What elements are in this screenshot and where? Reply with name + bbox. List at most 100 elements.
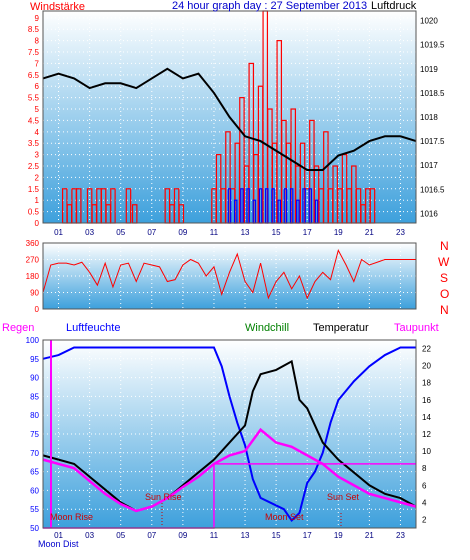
pressure-tick-label: 1016: [420, 209, 438, 218]
wind-tick-label: 6: [35, 82, 40, 91]
direction-tick-label: 90: [30, 289, 39, 298]
direction-tick-label: 360: [26, 239, 40, 248]
direction-tick-label: 180: [26, 272, 40, 281]
top-plot-border: [42, 10, 417, 224]
temperature-tick-label: 4: [422, 498, 427, 507]
wind-tick-label: 7.5: [28, 48, 40, 57]
hour-tick-label: 21: [365, 228, 374, 237]
hour-tick-label: 23: [396, 228, 405, 237]
wind-tick-label: 0: [35, 219, 40, 228]
hour-tick-label: 09: [178, 531, 187, 540]
direction-tick-label: 270: [26, 256, 40, 265]
pressure-tick-label: 1016.5: [420, 185, 445, 194]
sun-set-label: Sun Set: [327, 492, 360, 502]
moon-set-label: Moon Set: [265, 512, 304, 522]
temperature-label: Temperatur: [313, 322, 369, 334]
humidity-tick-label: 95: [30, 355, 39, 364]
hour-tick-label: 15: [272, 531, 281, 540]
hour-tick-label: 05: [116, 228, 125, 237]
humidity-tick-label: 100: [26, 336, 40, 345]
hour-tick-label: 11: [210, 531, 219, 540]
bottom-plot-area: [43, 340, 416, 528]
hour-tick-label: 07: [147, 228, 156, 237]
wind-tick-label: 1: [35, 196, 40, 205]
dewpoint-line: [42, 427, 417, 513]
humidity-tick-label: 90: [30, 374, 39, 383]
humidity-tick-label: 50: [30, 524, 39, 533]
hour-tick-label: 09: [178, 228, 187, 237]
pressure-label: Luftdruck: [371, 0, 417, 12]
hour-tick-label: 23: [396, 531, 405, 540]
humidity-label: Luftfeuchte: [66, 322, 120, 334]
moon-rise-label: Moon Rise: [50, 512, 93, 522]
pressure-tick-label: 1018.5: [420, 89, 445, 98]
hour-tick-label: 17: [303, 228, 312, 237]
moon-dist-label: Moon Dist: [38, 539, 79, 549]
wind-tick-label: 6.5: [28, 71, 40, 80]
direction-n-top: N: [440, 239, 449, 253]
wind-tick-label: 1.5: [28, 185, 40, 194]
wind-direction-line: [42, 248, 416, 300]
temperature-tick-label: 22: [422, 345, 431, 354]
hour-tick-label: 05: [116, 531, 125, 540]
temperature-tick-label: 10: [422, 447, 431, 456]
pressure-line: [42, 67, 417, 171]
temperature-tick-label: 6: [422, 481, 427, 490]
temperature-tick-label: 12: [422, 430, 431, 439]
hour-tick-label: 21: [365, 531, 374, 540]
windchill-label: Windchill: [245, 322, 289, 334]
temperature-tick-label: 20: [422, 362, 431, 371]
humidity-tick-label: 80: [30, 411, 39, 420]
humidity-tick-label: 60: [30, 486, 39, 495]
wind-tick-label: 4: [35, 128, 40, 137]
mid-plot-border: [42, 242, 417, 310]
wind-tick-label: 4.5: [28, 116, 40, 125]
pressure-tick-label: 1019: [420, 65, 438, 74]
hour-tick-label: 13: [241, 228, 250, 237]
wind-tick-label: 9: [35, 14, 40, 23]
wind-tick-label: 0.5: [28, 208, 40, 217]
temperature-tick-label: 8: [422, 464, 427, 473]
wind-tick-label: 2.5: [28, 162, 40, 171]
wind-tick-label: 8.5: [28, 25, 40, 34]
hour-tick-label: 03: [85, 531, 94, 540]
pressure-tick-label: 1019.5: [420, 41, 445, 50]
bottom-plot-border: [42, 339, 417, 529]
direction-tick-label: 0: [35, 305, 40, 314]
temperature-tick-label: 14: [422, 413, 431, 422]
humidity-tick-label: 70: [30, 449, 39, 458]
wind-tick-label: 3.5: [28, 139, 40, 148]
humidity-tick-label: 85: [30, 392, 39, 401]
temperature-tick-label: 18: [422, 379, 431, 388]
hour-tick-label: 13: [241, 531, 250, 540]
wind-tick-label: 8: [35, 37, 40, 46]
wind-tick-label: 3: [35, 151, 40, 160]
hour-tick-label: 03: [85, 228, 94, 237]
humidity-tick-label: 75: [30, 430, 39, 439]
humidity-line: [42, 346, 416, 523]
direction-n-bottom: N: [440, 303, 449, 317]
wind-strength-label: Windstärke: [30, 1, 85, 13]
hour-tick-label: 01: [54, 531, 63, 540]
wind-tick-label: 5.5: [28, 94, 40, 103]
wind-tick-label: 7: [35, 59, 40, 68]
humidity-tick-label: 55: [30, 505, 39, 514]
direction-o: O: [440, 287, 449, 301]
direction-w: W: [438, 255, 450, 269]
chart-title: 24 hour graph day : 27 September 2013: [172, 0, 367, 12]
pressure-tick-label: 1018: [420, 113, 438, 122]
hour-tick-label: 07: [147, 531, 156, 540]
hour-tick-label: 11: [210, 228, 219, 237]
temperature-line: [42, 359, 417, 512]
dewpoint-label: Taupunkt: [394, 322, 439, 334]
direction-s: S: [440, 271, 448, 285]
wind-tick-label: 2: [35, 173, 40, 182]
humidity-tick-label: 65: [30, 468, 39, 477]
temperature-tick-label: 16: [422, 396, 431, 405]
wind-tick-label: 5: [35, 105, 40, 114]
hour-tick-label: 15: [272, 228, 281, 237]
hour-tick-label: 01: [54, 228, 63, 237]
rain-label: Regen: [2, 322, 34, 334]
